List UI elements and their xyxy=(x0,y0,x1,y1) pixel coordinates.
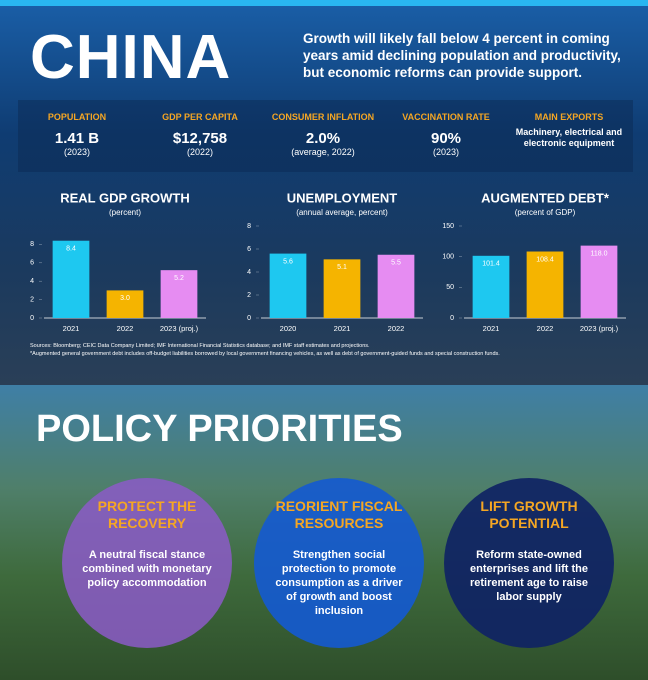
chart-title: REAL GDP GROWTH xyxy=(60,190,190,205)
stat-label: CONSUMER INFLATION xyxy=(271,112,375,122)
value-label: 5.5 xyxy=(391,260,401,267)
value-label: 5.6 xyxy=(283,258,293,265)
policy-heading: PROTECT THE RECOVERY xyxy=(97,498,197,531)
policy-heading: REORIENT FISCAL RESOURCES xyxy=(275,498,403,531)
x-tick-label: 2022 xyxy=(537,324,554,333)
stat-note: (2023) xyxy=(63,147,90,157)
stat: MAIN EXPORTS Machinery, electrical and el… xyxy=(510,112,628,149)
bar-chart: UNEMPLOYMENT (annual average, percent) 0 2 4… xyxy=(247,190,423,333)
stat-note: (2023) xyxy=(432,147,459,157)
bar xyxy=(377,254,415,318)
bar xyxy=(526,251,564,318)
x-tick-label: 2023 (proj.) xyxy=(160,324,199,333)
value-label: 118.0 xyxy=(591,250,608,257)
stat-value: Machinery, electrical and electronic equ… xyxy=(515,127,623,148)
source-line: Sources: Bloomberg; CEIC Data Company Li… xyxy=(30,343,370,349)
top-panel xyxy=(0,0,648,385)
y-tick-label: 2 xyxy=(30,296,34,303)
y-tick-label: 0 xyxy=(247,315,251,322)
stats-row: POPULATION 1.41 B (2023) GDP PER CAPITA $12,… xyxy=(18,100,633,172)
bar-chart: REAL GDP GROWTH (percent) 0 2 4 6 8 2021 8.4 2022… xyxy=(30,190,206,333)
policy-heading: LIFT GROWTH POTENTIAL xyxy=(480,498,578,531)
policy-circle: LIFT GROWTH POTENTIAL Reform state-owned… xyxy=(444,478,614,648)
value-label: 108.4 xyxy=(536,256,554,263)
stat-label: POPULATION xyxy=(47,112,107,122)
y-tick-label: 2 xyxy=(247,292,251,299)
stat-label: VACCINATION RATE xyxy=(402,112,490,122)
top-bar xyxy=(0,0,648,6)
policy-text: A neutral fiscal stance combined with mo… xyxy=(82,549,212,589)
y-tick-label: 100 xyxy=(442,254,454,261)
bar xyxy=(323,259,361,318)
x-tick-label: 2022 xyxy=(388,324,405,333)
bar xyxy=(472,255,510,318)
policy-text: Strengthen social protection to promote … xyxy=(275,549,403,617)
chart-title: AUGMENTED DEBT* xyxy=(481,190,610,205)
policy-circle: REORIENT FISCAL RESOURCES Strengthen soc… xyxy=(254,478,424,648)
bar xyxy=(52,240,90,318)
stat-label: GDP PER CAPITA xyxy=(162,112,238,122)
value-label: 8.4 xyxy=(66,246,76,253)
x-tick-label: 2021 xyxy=(63,324,80,333)
lead: Growth will likely fall below 4 percent … xyxy=(303,31,621,80)
title: CHINA xyxy=(30,23,232,92)
bar xyxy=(160,270,198,318)
policy-circle: PROTECT THE RECOVERY A neutral fiscal st… xyxy=(62,478,232,648)
value-label: 5.1 xyxy=(337,264,347,271)
chart-subtitle: (percent) xyxy=(109,208,141,217)
y-tick-label: 8 xyxy=(30,241,34,248)
stat-value: 1.41 B xyxy=(54,130,100,147)
sources: Sources: Bloomberg; CEIC Data Company Li… xyxy=(30,342,630,358)
x-tick-label: 2022 xyxy=(117,324,134,333)
stat: POPULATION 1.41 B (2023) xyxy=(18,112,136,157)
y-tick-label: 8 xyxy=(247,223,251,230)
y-tick-label: 6 xyxy=(247,246,251,253)
stat-value: $12,758 xyxy=(172,130,228,147)
y-tick-label: 0 xyxy=(30,315,34,322)
footnote: *Augmented general government debt inclu… xyxy=(30,351,500,357)
value-label: 101.4 xyxy=(482,261,500,268)
x-tick-label: 2020 xyxy=(280,324,297,333)
stat-value: 90% xyxy=(430,130,462,147)
chart-subtitle: (annual average, percent) xyxy=(296,208,388,217)
x-tick-label: 2021 xyxy=(334,324,351,333)
stat-value: 2.0% xyxy=(305,130,341,147)
chart-title: UNEMPLOYMENT xyxy=(287,190,398,205)
stat-label: MAIN EXPORTS xyxy=(534,112,604,122)
y-tick-label: 4 xyxy=(30,278,34,285)
y-tick-label: 0 xyxy=(450,315,454,322)
value-label: 5.2 xyxy=(174,275,184,282)
policy-text: Reform state-owned enterprises and lift … xyxy=(470,549,588,603)
bar-chart: AUGMENTED DEBT* (percent of GDP) 0 50 100 150… xyxy=(442,190,626,333)
stat: GDP PER CAPITA $12,758 (2022) xyxy=(141,112,259,157)
y-tick-label: 4 xyxy=(247,269,251,276)
value-label: 3.0 xyxy=(120,295,130,302)
stat: CONSUMER INFLATION 2.0% (average, 2022) xyxy=(264,112,382,157)
chart-subtitle: (percent of GDP) xyxy=(515,208,576,217)
x-tick-label: 2021 xyxy=(483,324,500,333)
stat-note: (2022) xyxy=(186,147,213,157)
stat-note: (average, 2022) xyxy=(291,147,355,157)
bar xyxy=(106,290,144,318)
bar xyxy=(580,245,618,318)
stat: VACCINATION RATE 90% (2023) xyxy=(387,112,505,157)
policy-title: POLICY PRIORITIES xyxy=(36,408,403,450)
bar xyxy=(269,253,307,318)
x-tick-label: 2023 (proj.) xyxy=(580,324,619,333)
y-tick-label: 50 xyxy=(446,284,454,291)
y-tick-label: 150 xyxy=(442,223,454,230)
y-tick-label: 6 xyxy=(30,260,34,267)
